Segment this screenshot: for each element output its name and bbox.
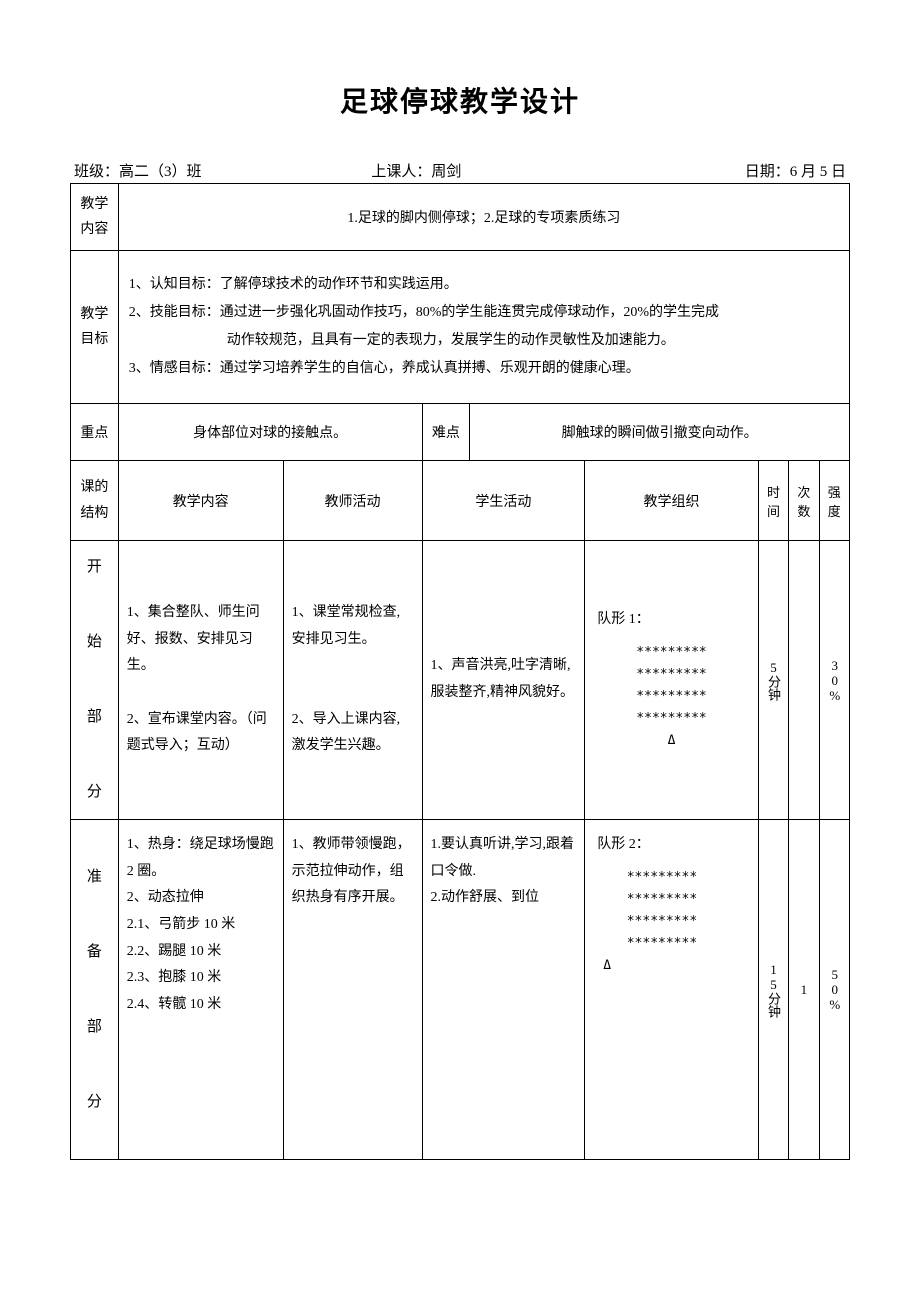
label-teaching-content: 教学内容 [71,184,119,251]
start-formation: 队形 1： ********* ********* ********* ****… [585,540,759,820]
prep-teacher: 1、教师带领慢跑，示范拉伸动作，组织热身有序开展。 [283,820,422,1160]
class-value: 高二（3）班 [119,164,202,180]
prep-formation-label: 队形 2： [593,832,750,859]
prep-formation-diagram: ********* ********* ********* ********* … [593,867,750,977]
header-teacher-activity: 教师活动 [283,461,422,540]
header-student-activity: 学生活动 [422,461,585,540]
label-goals: 教学目标 [71,251,119,404]
prep-section-label: 准 备 部 分 [71,820,119,1160]
goal-line-2: 2、技能目标：通过进一步强化巩固动作技巧，80%的学生能连贯完成停球动作，20%… [129,299,839,327]
lesson-plan-table: 教学内容 1.足球的脚内侧停球；2.足球的专项素质练习 教学目标 1、认知目标：… [70,183,850,1160]
header-structure: 课的结构 [71,461,119,540]
date-label: 日期： [745,164,790,180]
start-formation-diagram: ********* ********* ********* ********* … [593,642,750,752]
meta-row: 班级：高二（3）班 上课人：周剑 日期：6 月 5 日 [70,160,850,181]
header-intensity: 强度 [819,461,849,540]
start-intensity: 30% [819,540,849,820]
teacher-label: 上课人： [371,164,431,180]
goal-line-3: 3、情感目标：通过学习培养学生的自信心，养成认真拼搏、乐观开朗的健康心理。 [129,355,839,383]
class-label: 班级： [74,164,119,180]
start-count [789,540,819,820]
start-teacher: 1、课堂常规检查,安排见习生。 2、导入上课内容,激发学生兴趣。 [283,540,422,820]
difficulty-value: 脚触球的瞬间做引撤变向动作。 [470,404,850,461]
meta-teacher: 上课人：周剑 [311,160,608,181]
prep-intensity: 50% [819,820,849,1160]
goal-line-1: 1、认知目标：了解停球技术的动作环节和实践运用。 [129,271,839,299]
header-count: 次数 [789,461,819,540]
meta-date: 日期：6 月 5 日 [609,160,846,181]
goal-line-2b: 动作较规范，且具有一定的表现力，发展学生的动作灵敏性及加速能力。 [129,327,839,355]
prep-formation: 队形 2： ********* ********* ********* ****… [585,820,759,1160]
start-content: 1、集合整队、师生问好、报数、安排见习生。 2、宣布课堂内容。（问题式导入；互动… [118,540,283,820]
row-prep-section: 准 备 部 分 1、热身：绕足球场慢跑 2 圈。 2、动态拉伸 2.1、弓箭步 … [71,820,850,1160]
header-organization: 教学组织 [585,461,759,540]
goals-content: 1、认知目标：了解停球技术的动作环节和实践运用。 2、技能目标：通过进一步强化巩… [118,251,849,404]
label-keypoint: 重点 [71,404,119,461]
row-goals: 教学目标 1、认知目标：了解停球技术的动作环节和实践运用。 2、技能目标：通过进… [71,251,850,404]
prep-time: 15分钟 [758,820,788,1160]
header-content: 教学内容 [118,461,283,540]
prep-content: 1、热身：绕足球场慢跑 2 圈。 2、动态拉伸 2.1、弓箭步 10 米 2.2… [118,820,283,1160]
keypoint-value: 身体部位对球的接触点。 [118,404,422,461]
prep-student: 1.要认真听讲,学习,跟着口令做. 2.动作舒展、到位 [422,820,585,1160]
header-time: 时间 [758,461,788,540]
date-value: 6 月 5 日 [790,164,846,180]
start-section-label: 开 始 部 分 [71,540,119,820]
meta-class: 班级：高二（3）班 [74,160,311,181]
start-formation-label: 队形 1： [593,607,750,634]
prep-count: 1 [789,820,819,1160]
teacher-value: 周剑 [431,164,461,180]
start-student: 1、声音洪亮,吐字清晰,服装整齐,精神风貌好。 [422,540,585,820]
start-time: 5分钟 [758,540,788,820]
document-title: 足球停球教学设计 [70,80,850,120]
row-teaching-content: 教学内容 1.足球的脚内侧停球；2.足球的专项素质练习 [71,184,850,251]
row-keypoint-difficulty: 重点 身体部位对球的接触点。 难点 脚触球的瞬间做引撤变向动作。 [71,404,850,461]
row-column-headers: 课的结构 教学内容 教师活动 学生活动 教学组织 时间 次数 强度 [71,461,850,540]
label-difficulty: 难点 [422,404,470,461]
row-start-section: 开 始 部 分 1、集合整队、师生问好、报数、安排见习生。 2、宣布课堂内容。（… [71,540,850,820]
teaching-content-value: 1.足球的脚内侧停球；2.足球的专项素质练习 [118,184,849,251]
